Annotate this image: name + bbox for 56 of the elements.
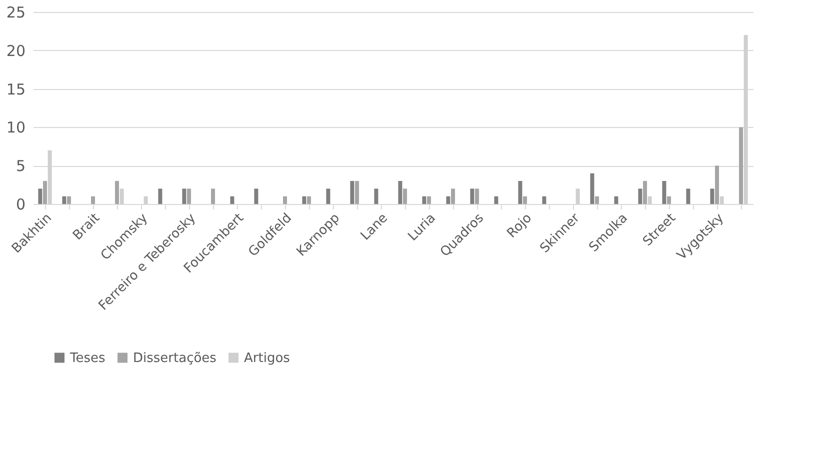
bar <box>91 196 95 204</box>
y-tick-label: 0 <box>16 196 26 214</box>
bar <box>307 196 311 204</box>
bar <box>648 196 652 204</box>
bar <box>187 188 191 204</box>
bar <box>182 188 186 204</box>
bar <box>374 188 378 204</box>
legend-label: Teses <box>69 350 106 366</box>
bar <box>355 180 359 204</box>
bar <box>62 196 66 204</box>
bar <box>542 196 546 204</box>
bar <box>667 196 671 204</box>
bar <box>710 188 714 204</box>
bar <box>230 196 234 204</box>
bar <box>576 188 580 204</box>
bar <box>494 196 498 204</box>
y-tick-label: 5 <box>16 157 26 176</box>
bar <box>326 188 330 204</box>
bar <box>720 196 724 204</box>
bar <box>518 180 522 204</box>
legend-label: Dissertações <box>133 350 217 366</box>
bar <box>523 196 527 204</box>
bar <box>715 166 719 204</box>
bar <box>283 196 287 204</box>
bar <box>446 196 450 204</box>
bar <box>115 180 119 204</box>
bar <box>470 188 474 204</box>
bar <box>350 180 354 204</box>
bar <box>38 188 42 204</box>
y-tick-label: 20 <box>6 42 26 60</box>
bar <box>662 180 666 204</box>
bar <box>120 188 124 204</box>
bar <box>144 196 148 204</box>
bar <box>590 173 594 204</box>
y-tick-label: 10 <box>6 118 26 137</box>
bar <box>302 196 306 204</box>
y-tick-label: 15 <box>6 80 26 98</box>
bar <box>211 188 215 204</box>
bar <box>614 196 618 204</box>
bar <box>427 196 431 204</box>
bar <box>158 188 162 204</box>
bar <box>739 127 743 204</box>
bar <box>254 188 258 204</box>
bar <box>43 180 47 204</box>
bar <box>475 188 479 204</box>
bar <box>451 188 455 204</box>
bar <box>422 196 426 204</box>
bar <box>67 196 71 204</box>
y-tick-label: 25 <box>6 4 26 22</box>
bar <box>686 188 690 204</box>
bar <box>403 188 407 204</box>
bar <box>595 196 599 204</box>
bar <box>643 180 647 204</box>
legend-label: Artigos <box>244 350 290 366</box>
bar <box>638 188 642 204</box>
bar <box>398 180 402 204</box>
